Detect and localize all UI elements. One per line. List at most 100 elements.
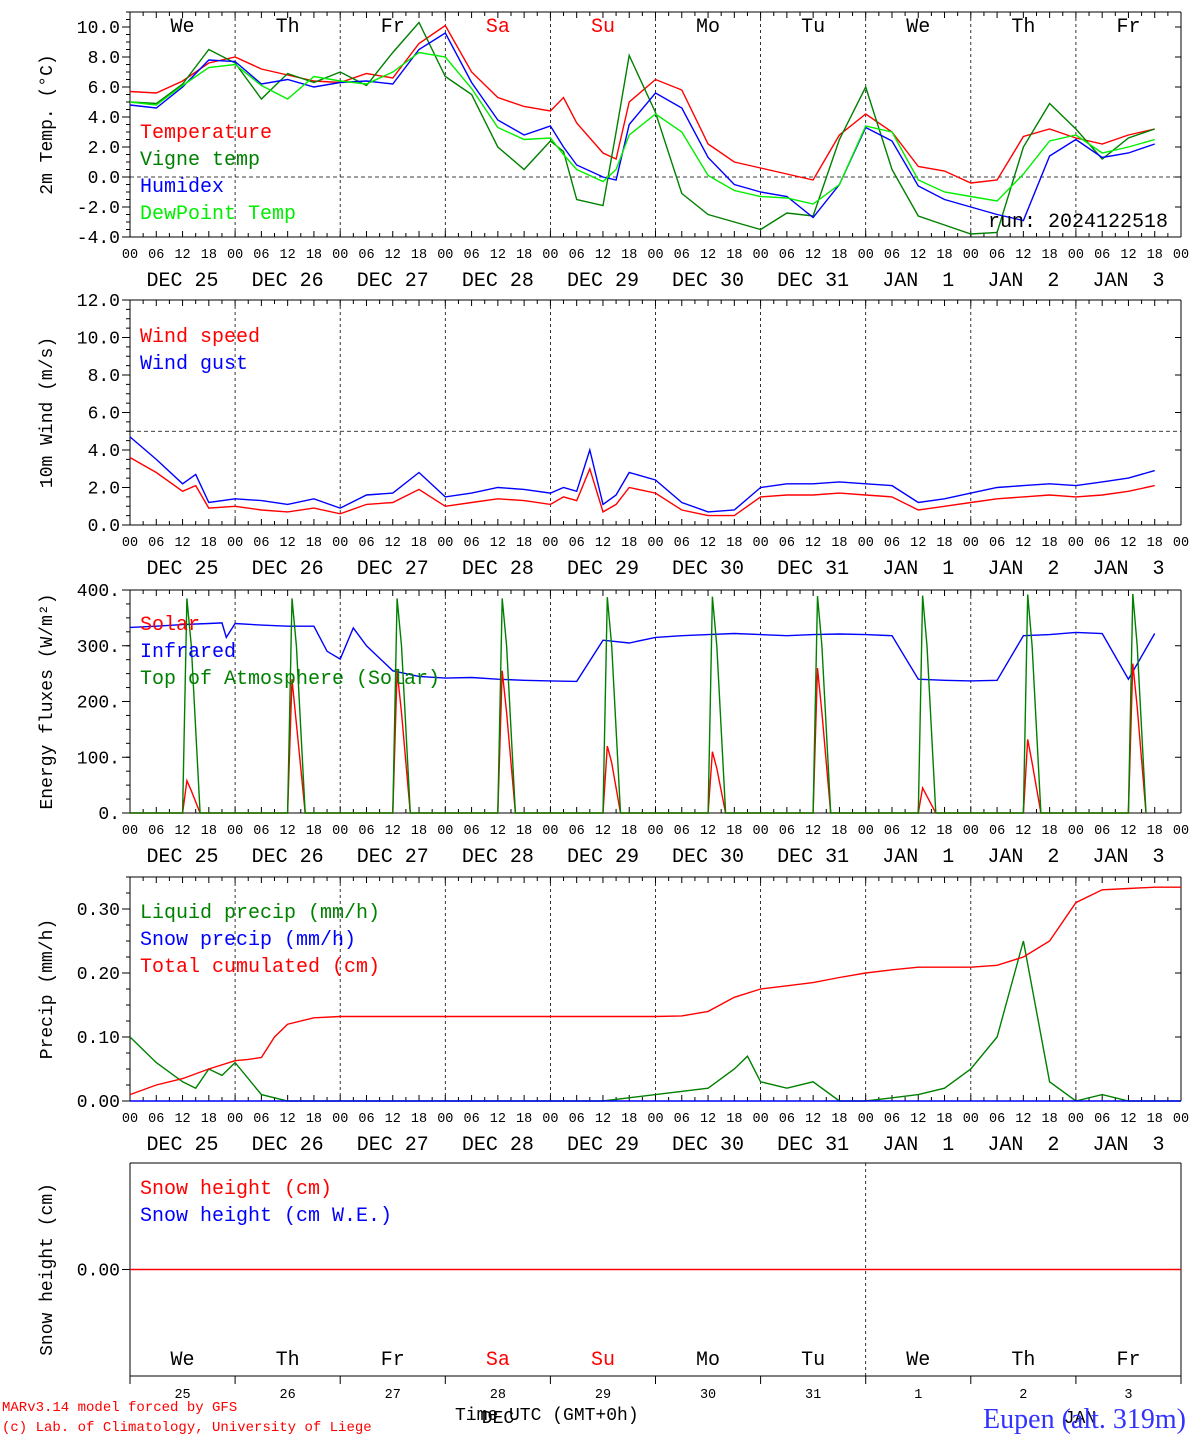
- date-label: DEC 30: [672, 270, 744, 293]
- hour-label: 18: [726, 1112, 742, 1127]
- series-dewpoint-temp: [129, 51, 1155, 205]
- hour-label: 12: [385, 536, 401, 551]
- y-tick-label: -4.0: [77, 229, 120, 249]
- hour-label: 12: [1120, 1112, 1136, 1127]
- hour-label: 12: [280, 536, 296, 551]
- hour-label: 00: [542, 248, 558, 263]
- date-label: DEC 27: [357, 846, 429, 869]
- hour-label: 12: [1120, 248, 1136, 263]
- hour-label: 00: [332, 824, 348, 839]
- day-name: Fr: [381, 1349, 405, 1372]
- date-label: JAN 3: [1092, 558, 1164, 581]
- hour-label: 00: [332, 1112, 348, 1127]
- hour-label: 12: [1015, 824, 1031, 839]
- y-tick-label: 0.: [98, 805, 120, 825]
- hour-label: 18: [411, 1112, 427, 1127]
- day-name: We: [906, 16, 930, 39]
- date-label: JAN 1: [882, 270, 954, 293]
- hour-label: 18: [936, 1112, 952, 1127]
- hour-label: 18: [516, 248, 532, 263]
- date-label: JAN 3: [1092, 270, 1164, 293]
- hour-label: 06: [779, 248, 795, 263]
- hour-label: 12: [385, 248, 401, 263]
- day-number: 28: [490, 1388, 506, 1403]
- y-tick-label: 100.: [77, 749, 120, 769]
- day-name: Tu: [801, 1349, 825, 1372]
- day-number: 25: [174, 1388, 190, 1403]
- hour-label: 00: [1068, 248, 1084, 263]
- date-label: JAN 2: [987, 270, 1059, 293]
- hour-label: 06: [463, 824, 479, 839]
- y-tick-label: 10.0: [77, 330, 120, 350]
- hour-label: 12: [385, 1112, 401, 1127]
- y-tick-label: 0.00: [77, 1262, 120, 1282]
- date-label: JAN 2: [987, 846, 1059, 869]
- hour-label: 00: [1173, 824, 1189, 839]
- hour-label: 00: [752, 536, 768, 551]
- hour-label: 06: [253, 536, 269, 551]
- day-number: 3: [1124, 1388, 1132, 1403]
- hour-label: 06: [989, 536, 1005, 551]
- hour-label: 00: [437, 1112, 453, 1127]
- hour-label: 12: [1015, 1112, 1031, 1127]
- hour-label: 18: [516, 1112, 532, 1127]
- hour-label: 06: [779, 1112, 795, 1127]
- panel-2: 0.0 2.0 4.0 6.0 8.0 10.0 12.0 10m Wind (m/s) Win…: [38, 292, 1189, 581]
- hour-label: 12: [700, 1112, 716, 1127]
- hour-label: 00: [542, 1112, 558, 1127]
- hour-label: 06: [779, 536, 795, 551]
- station-name: Eupen (alt. 319m): [983, 1404, 1186, 1435]
- hour-label: 06: [253, 824, 269, 839]
- date-label: DEC 30: [672, 558, 744, 581]
- hour-label: 18: [831, 824, 847, 839]
- y-tick-label: 0.0: [88, 517, 120, 537]
- hour-label: 18: [1042, 536, 1058, 551]
- series-wind-gust: [129, 436, 1155, 513]
- date-label: DEC 25: [147, 846, 219, 869]
- date-label: JAN 2: [987, 1134, 1059, 1157]
- hour-label: 18: [726, 248, 742, 263]
- hour-label: 18: [1042, 248, 1058, 263]
- hour-label: 00: [437, 824, 453, 839]
- panel-1: -4.0 -2.0 0.0 2.0 4.0 6.0 8.0 10.0 2m Temp. (°C)…: [38, 11, 1189, 293]
- hour-label: 00: [227, 536, 243, 551]
- hour-label: 06: [569, 536, 585, 551]
- hour-label: 00: [647, 536, 663, 551]
- hour-label: 06: [463, 1112, 479, 1127]
- date-label: DEC 28: [462, 270, 534, 293]
- hour-label: 18: [201, 1112, 217, 1127]
- legend-entry: Snow height (cm W.E.): [140, 1205, 392, 1228]
- hour-label: 00: [542, 536, 558, 551]
- hour-label: 06: [989, 1112, 1005, 1127]
- hour-label: 06: [358, 1112, 374, 1127]
- date-label: DEC 30: [672, 1134, 744, 1157]
- date-label: DEC 28: [462, 1134, 534, 1157]
- day-name: Mo: [696, 16, 720, 39]
- hour-label: 06: [463, 248, 479, 263]
- run-label: run: 2024122518: [988, 211, 1168, 234]
- hour-label: 18: [831, 1112, 847, 1127]
- model-credit: MARv3.14 model forced by GFS: [2, 1400, 238, 1416]
- hour-label: 00: [122, 536, 138, 551]
- hour-label: 18: [936, 824, 952, 839]
- hour-label: 12: [700, 536, 716, 551]
- panel-5: 0.00 Snow height (cm) Snow height (cm) Snow…: [38, 1162, 1182, 1429]
- day-name: Th: [276, 1349, 300, 1372]
- y-axis-label: Precip (mm/h): [38, 919, 58, 1059]
- hour-label: 18: [306, 824, 322, 839]
- date-label: DEC 31: [777, 846, 849, 869]
- date-label: JAN 1: [882, 558, 954, 581]
- hour-label: 18: [936, 536, 952, 551]
- hour-label: 12: [595, 248, 611, 263]
- hour-label: 18: [306, 1112, 322, 1127]
- hour-label: 06: [1094, 536, 1110, 551]
- date-label: JAN 1: [882, 846, 954, 869]
- day-name: Sa: [486, 1349, 510, 1372]
- y-tick-label: 4.0: [88, 442, 120, 462]
- series-top-of-atmosphere-solar-: [130, 593, 1147, 814]
- hour-label: 18: [516, 536, 532, 551]
- hour-label: 18: [831, 536, 847, 551]
- date-label: DEC 26: [252, 558, 324, 581]
- hour-label: 18: [726, 536, 742, 551]
- date-label: DEC 25: [147, 558, 219, 581]
